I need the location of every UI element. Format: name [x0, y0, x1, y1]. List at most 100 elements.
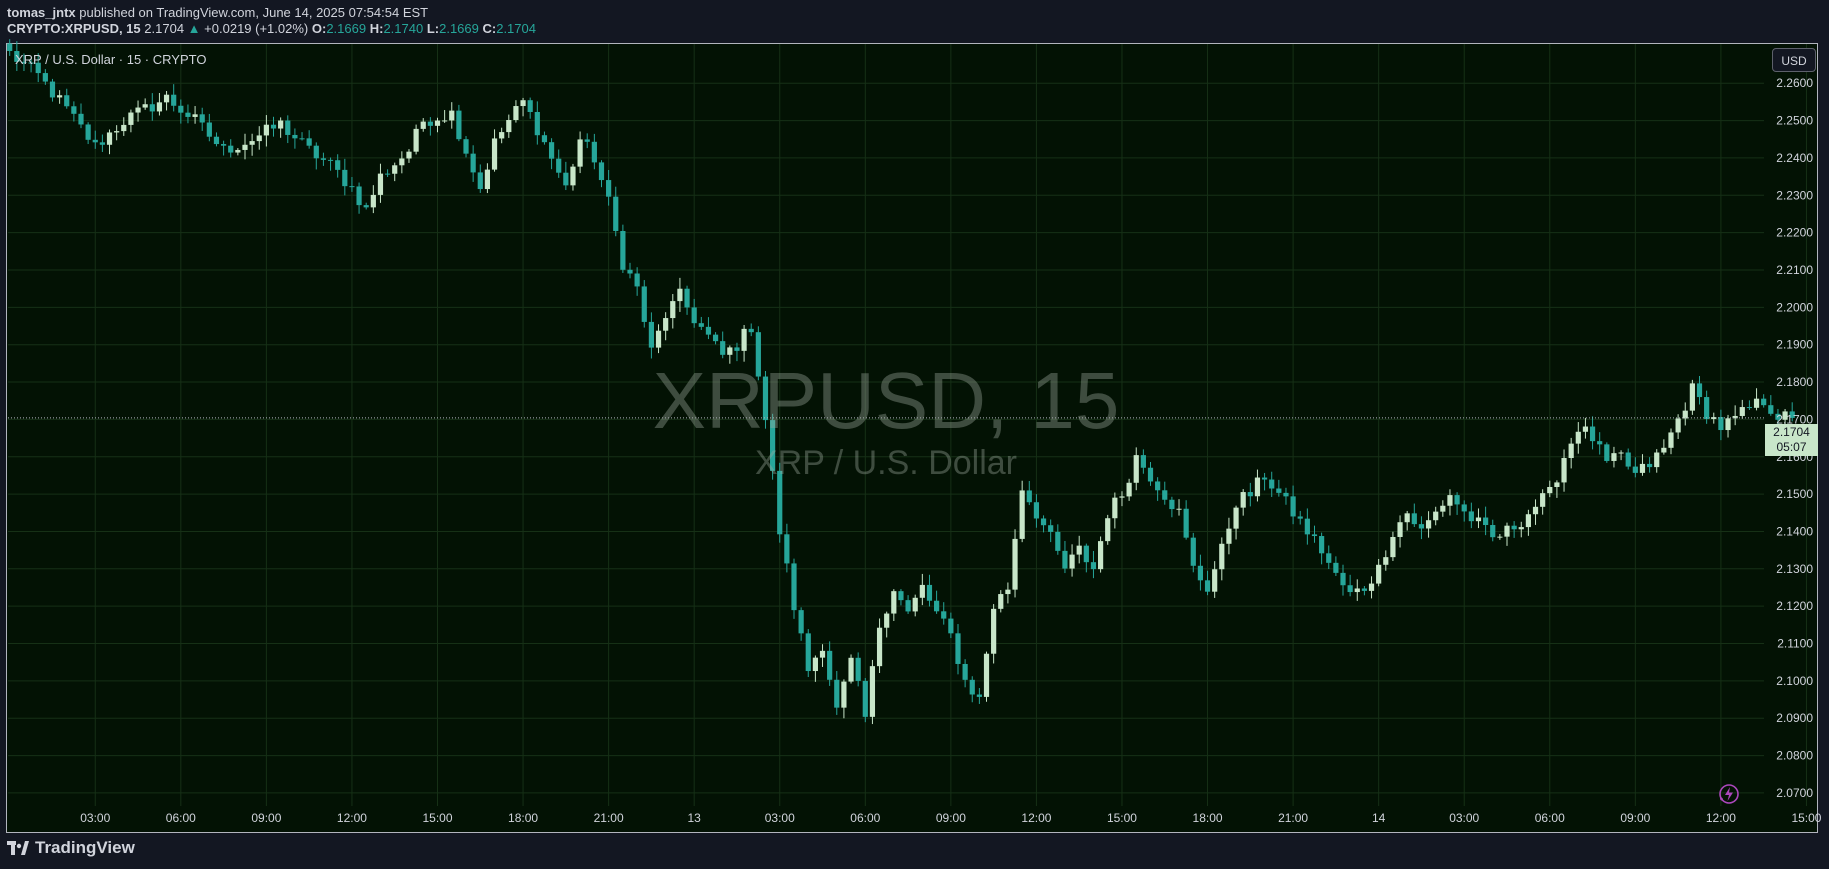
- candle: [1347, 574, 1353, 597]
- candle-body: [1383, 557, 1389, 565]
- candle-body: [99, 142, 105, 145]
- candle: [1739, 399, 1745, 419]
- time-tick-label: 18:00: [1193, 811, 1223, 825]
- candle-body: [663, 318, 669, 331]
- countdown-label: 05:07: [1776, 440, 1807, 454]
- last-price-tag: 2.1704 05:07: [1765, 424, 1818, 456]
- author-name[interactable]: tomas_jntx: [7, 5, 76, 20]
- candle-body: [1582, 426, 1589, 432]
- candle-body: [1069, 554, 1075, 569]
- low-label: L:: [426, 21, 440, 36]
- candle: [648, 312, 654, 359]
- lightning-icon[interactable]: [1717, 782, 1741, 806]
- candle: [320, 152, 327, 166]
- candle-body: [1347, 585, 1353, 593]
- candle-body: [142, 104, 148, 108]
- candle-body: [513, 106, 519, 121]
- brand[interactable]: TradingView: [7, 838, 135, 858]
- candle: [292, 128, 298, 149]
- candle: [1176, 499, 1182, 516]
- candle: [263, 115, 269, 147]
- candle: [327, 157, 334, 171]
- price-tick-label: 2.2100: [1776, 263, 1813, 277]
- candle: [855, 652, 861, 687]
- candle: [798, 607, 804, 641]
- candle: [1261, 472, 1268, 491]
- candle-body: [292, 134, 298, 139]
- candle-body: [884, 613, 890, 628]
- candle-body: [71, 106, 77, 114]
- candle: [983, 651, 990, 702]
- candle: [1119, 491, 1125, 507]
- candle-body: [1632, 466, 1638, 473]
- candle: [1055, 524, 1061, 555]
- candle-body: [1782, 411, 1788, 420]
- candle: [1540, 489, 1546, 515]
- candle: [1575, 422, 1581, 454]
- candle-body: [92, 139, 98, 143]
- candle-body: [991, 608, 997, 654]
- candle-body: [777, 470, 783, 535]
- time-tick-label: 14: [1372, 811, 1386, 825]
- candle-body: [1761, 398, 1767, 406]
- candle: [99, 134, 105, 152]
- candle-body: [1340, 572, 1346, 586]
- candle: [1048, 519, 1054, 543]
- candle-body: [1511, 525, 1517, 530]
- candle: [427, 117, 433, 136]
- candle: [869, 659, 876, 725]
- symbol-line: CRYPTO:XRPUSD, 15 2.1704 ▲ +0.0219 (+1.0…: [7, 21, 536, 36]
- candle: [1090, 550, 1097, 579]
- candle-body: [912, 597, 918, 612]
- candle: [35, 53, 41, 83]
- candle-body: [477, 172, 483, 190]
- candle: [1597, 432, 1603, 455]
- candle-body: [363, 205, 369, 208]
- price-tick-label: 2.2000: [1776, 300, 1813, 314]
- candle: [1789, 402, 1795, 422]
- candle-body: [1654, 452, 1660, 468]
- candle: [7, 39, 13, 56]
- candle: [513, 100, 519, 123]
- candle: [1454, 492, 1460, 515]
- candle-body: [1026, 490, 1032, 503]
- candle-body: [49, 81, 56, 98]
- candle-body: [1361, 588, 1367, 591]
- candle: [912, 594, 918, 617]
- price-tick-label: 2.1800: [1776, 375, 1813, 389]
- candle: [1390, 531, 1396, 561]
- candle: [955, 624, 961, 675]
- candle: [1490, 519, 1496, 542]
- currency-button[interactable]: USD: [1772, 48, 1816, 72]
- candle-body: [192, 114, 198, 117]
- candle-body: [1561, 458, 1567, 483]
- candle-body: [35, 62, 41, 74]
- candle: [1561, 449, 1567, 492]
- chart-frame[interactable]: [6, 43, 1818, 833]
- candle: [14, 41, 20, 71]
- time-axis: 03:00 06:00 09:00 12:00 15:00 18:00 21:00 13 03:…: [80, 811, 1822, 825]
- candle-body: [64, 95, 70, 107]
- candle: [1568, 437, 1574, 469]
- candle-body: [1732, 415, 1738, 419]
- candle: [114, 125, 120, 141]
- candle-body: [1283, 492, 1289, 497]
- time-tick-label: 12:00: [337, 811, 367, 825]
- candle: [1411, 503, 1417, 527]
- candle-body: [1204, 580, 1211, 592]
- candle-body: [57, 95, 63, 98]
- candle-body: [891, 591, 897, 614]
- candle-body: [392, 165, 398, 174]
- candle: [1097, 536, 1104, 573]
- candle: [1418, 516, 1425, 540]
- candle: [1753, 388, 1760, 411]
- candle: [370, 185, 376, 214]
- candle: [556, 149, 562, 178]
- price-change: +0.0219 (+1.02%): [204, 21, 309, 36]
- candle-body: [1048, 525, 1054, 532]
- legend-title[interactable]: XRP / U.S. Dollar · 15 · CRYPTO: [15, 52, 207, 67]
- candle: [976, 688, 982, 704]
- candle-body: [955, 633, 961, 664]
- candle: [698, 316, 704, 330]
